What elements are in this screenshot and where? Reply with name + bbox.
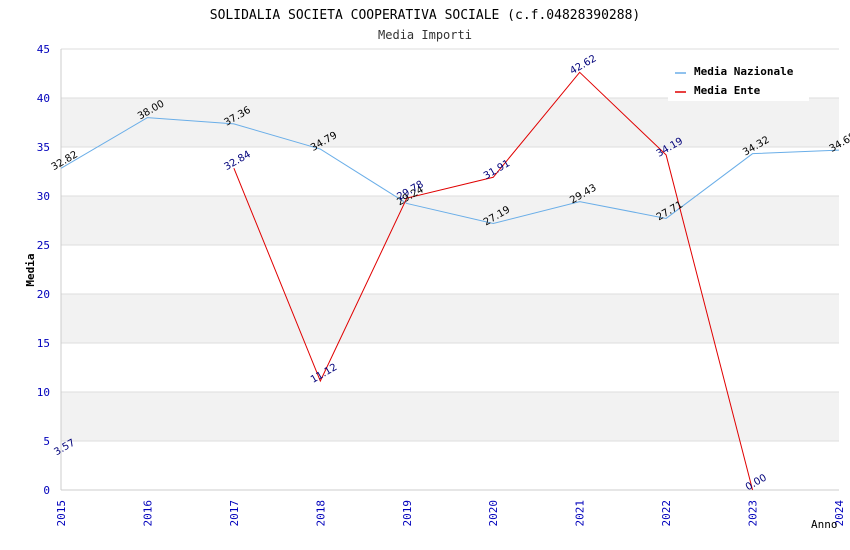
x-tick-label: 2016 <box>141 500 154 527</box>
data-label-nazionale: 32.82 <box>50 149 80 173</box>
x-tick-label: 2022 <box>660 500 673 527</box>
y-tick-label: 5 <box>43 435 50 448</box>
y-tick-label: 10 <box>37 386 50 399</box>
x-tick-label: 2024 <box>833 500 846 527</box>
x-tick-label: 2023 <box>747 500 760 527</box>
plot-bands <box>61 98 839 441</box>
legend-box <box>668 61 809 101</box>
plot-band <box>61 392 839 441</box>
legend-label-ente: Media Ente <box>694 84 761 97</box>
y-tick-label: 45 <box>37 43 50 56</box>
y-tick-label: 25 <box>37 239 50 252</box>
data-label-ente: 11.12 <box>309 362 339 386</box>
x-tick-label: 2019 <box>401 500 414 527</box>
chart-subtitle: Media Importi <box>378 28 472 42</box>
x-tick-label: 2021 <box>574 500 587 527</box>
data-label-ente: 3.57 <box>52 438 77 459</box>
chart-title: SOLIDALIA SOCIETA COOPERATIVA SOCIALE (c… <box>210 8 640 23</box>
plot-band <box>61 294 839 343</box>
y-tick-label: 20 <box>37 288 50 301</box>
axes <box>60 49 839 491</box>
y-tick-label: 15 <box>37 337 50 350</box>
x-axis-ticks: 2015 2016 2017 2018 2019 2020 2021 2022 2023 2024 <box>55 500 846 527</box>
series-lines <box>60 71 840 491</box>
x-axis-label: Anno <box>811 518 838 531</box>
x-tick-label: 2020 <box>487 500 500 527</box>
legend: Media Nazionale Media Ente <box>668 61 809 101</box>
data-label-ente: 31.91 <box>482 158 512 182</box>
plot-band <box>61 98 839 147</box>
y-axis-label: Media <box>24 253 37 286</box>
data-label-ente: 42.62 <box>568 53 598 77</box>
y-axis-ticks: 0 5 10 15 20 25 30 35 40 45 <box>37 43 50 497</box>
x-tick-label: 2018 <box>314 500 327 527</box>
y-tick-label: 0 <box>43 484 50 497</box>
x-tick-label: 2015 <box>55 500 68 527</box>
plot-band <box>61 196 839 245</box>
data-label-ente: 32.84 <box>222 149 252 173</box>
gridlines <box>61 48 839 491</box>
y-tick-label: 35 <box>37 141 50 154</box>
x-tick-label: 2017 <box>228 500 241 527</box>
series-line-media-nazionale <box>60 117 840 225</box>
y-tick-label: 40 <box>37 92 50 105</box>
legend-label-nazionale: Media Nazionale <box>694 65 794 78</box>
series-line-media-ente <box>233 71 754 491</box>
y-tick-label: 30 <box>37 190 50 203</box>
